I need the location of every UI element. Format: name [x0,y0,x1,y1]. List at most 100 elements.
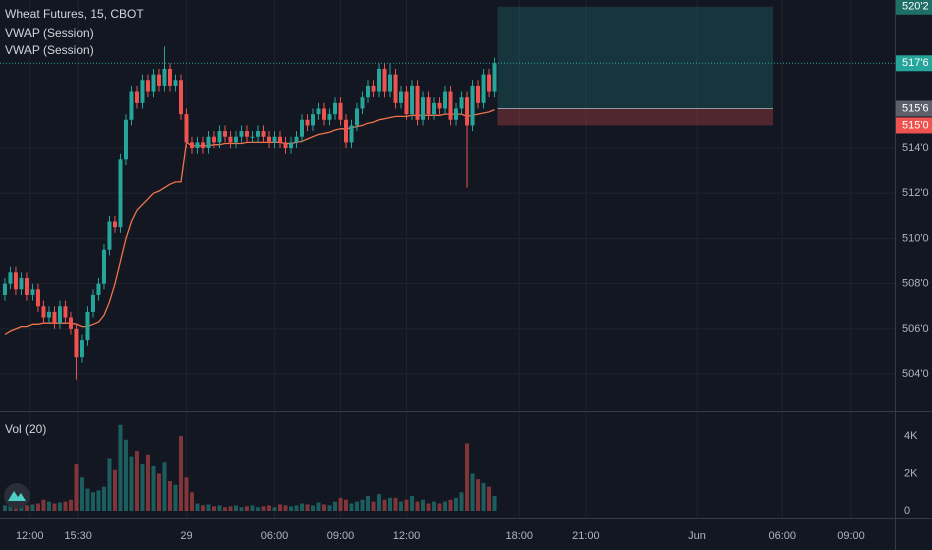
candle-body [261,131,266,137]
candle-body [415,85,420,120]
volume-bar [189,492,194,512]
position-profit-zone [497,6,773,109]
volume-bar [333,501,338,512]
candle-body [52,311,57,324]
candle-body [151,74,156,92]
volume-bar [239,507,244,512]
candle-body [311,114,316,126]
candle-body [459,97,464,109]
candle-body [41,306,46,318]
position-loss-zone [497,108,773,126]
x-tick-label: 09:00 [837,530,865,542]
candle-body [74,328,79,358]
x-tick-label: Jun [688,530,706,542]
candle-body [410,85,415,115]
volume-bar [145,454,150,512]
candle-body [189,142,194,149]
volume-bar [366,496,371,512]
candle-body [338,102,343,120]
candle-body [112,221,117,228]
candle-body [481,74,486,103]
price-badge [896,0,932,15]
candle-body [35,289,40,307]
candle-body [360,97,365,109]
price-badge-label: 520'2 [902,1,929,13]
volume-bar [178,436,183,512]
volume-bar [415,501,420,512]
candle-body [19,278,24,290]
x-tick-label: 15:30 [64,530,92,542]
x-tick-label: 21:00 [572,530,600,542]
candle-body [13,272,18,290]
candle-body [222,131,227,137]
volume-bar [85,488,90,512]
candle-body [300,119,305,137]
volume-bar [382,499,387,512]
volume-bar [211,506,216,512]
candle-body [101,249,106,284]
candle-body [377,68,382,92]
candle-body [470,85,475,126]
candle-body [156,74,161,86]
x-tick-label: 06:00 [768,530,796,542]
candle-body [283,142,288,149]
volume-bar [360,499,365,512]
volume-bar [470,473,475,512]
volume-bar [74,464,79,512]
candle-body [217,131,222,143]
volume-bar [338,497,343,512]
volume-bar [388,497,393,512]
indicator-label: VWAP (Session) [5,43,94,57]
candle-body [118,159,123,228]
volume-bar [432,501,437,512]
candle-body [57,306,62,324]
volume-bar [371,501,376,512]
candle-body [107,221,112,250]
candle-body [85,311,90,341]
candle-body [178,80,183,115]
volume-bar [228,506,233,512]
volume-bar [404,499,409,512]
candle-body [140,80,145,103]
candle-body [277,136,282,143]
candle-body [288,142,293,149]
volume-bar [311,505,316,512]
volume-bar [459,492,464,512]
volume-bar [52,503,57,512]
volume-bar [112,469,117,512]
logo[interactable] [4,483,30,509]
candle-body [399,91,404,103]
volume-bar [200,505,205,512]
candle-body [443,91,448,109]
price-badge-label: 515'0 [902,119,929,131]
volume-bar [206,504,211,512]
volume-bar [101,486,106,512]
volume-bar [24,505,29,512]
volume-bar [96,490,101,512]
volume-bar [443,501,448,512]
volume-bar [426,503,431,512]
volume-bar [492,496,497,512]
candle-body [2,283,7,295]
volume-bar [448,499,453,512]
volume-bar [327,505,332,512]
candle-body [426,97,431,115]
candle-body [173,80,178,86]
volume-bar [316,502,321,512]
candle-body [437,102,442,109]
candle-body [344,119,349,143]
candle-body [404,91,409,115]
candle-body [206,136,211,149]
volume-bar [118,424,123,512]
x-tick-label: 18:00 [506,530,534,542]
candle-body [349,125,354,143]
price-badge-label: 517'6 [902,57,929,69]
volume-bar [300,503,305,512]
candle-body [8,272,13,284]
marks [0,6,895,512]
volume-bar [35,503,40,512]
candle-body [322,108,327,120]
candle-body [371,85,376,92]
volume-bar [233,505,238,512]
candle-body [184,114,189,143]
